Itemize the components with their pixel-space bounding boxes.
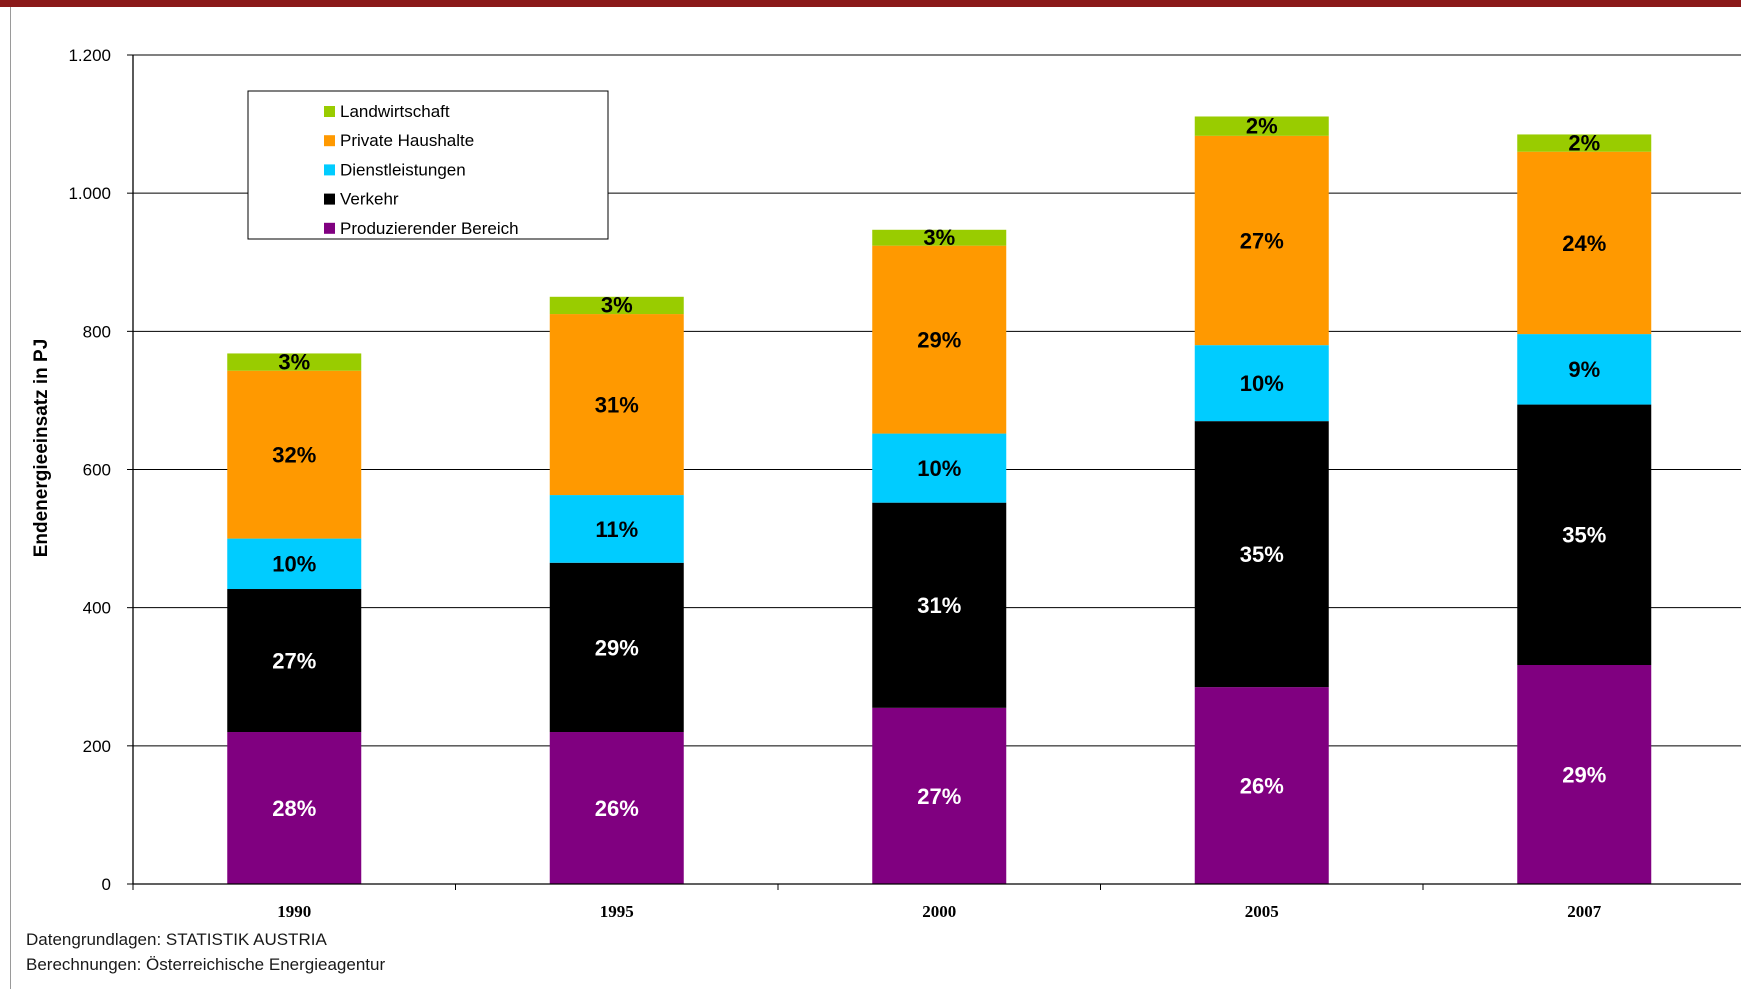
legend-swatch bbox=[324, 193, 335, 205]
bar-segment bbox=[227, 589, 362, 733]
y-tick-label: 1.000 bbox=[68, 184, 111, 203]
data-label: 2% bbox=[1246, 113, 1278, 138]
bar-segment bbox=[549, 296, 684, 315]
y-tick-label: 1.200 bbox=[68, 46, 111, 65]
bar-segment bbox=[872, 229, 1007, 246]
data-label: 26% bbox=[595, 796, 639, 821]
data-label: 2% bbox=[1568, 130, 1600, 155]
y-tick-label: 600 bbox=[83, 461, 111, 480]
data-label: 24% bbox=[1562, 231, 1606, 256]
bar-segment bbox=[872, 707, 1007, 884]
data-label: 3% bbox=[923, 225, 955, 250]
legend-label: Landwirtschaft bbox=[340, 102, 450, 121]
bar-segment bbox=[1194, 135, 1329, 346]
source-footnote: Datengrundlagen: STATISTIK AUSTRIA bbox=[26, 930, 327, 949]
bars-layer: 28% 27% 10% 32% 3% 26% 29% 11% 31% 3% 27% 31% 10% 29%… bbox=[227, 113, 1652, 884]
y-axis-title: Endenergieeinsatz in PJ bbox=[31, 339, 52, 558]
bar-segment bbox=[1517, 665, 1652, 884]
data-label: 9% bbox=[1568, 357, 1600, 382]
x-tick-label: 1990 bbox=[277, 902, 311, 921]
bar-segment bbox=[1194, 687, 1329, 884]
legend-swatch bbox=[324, 106, 335, 117]
bar-segment bbox=[1517, 151, 1652, 335]
bar-segment bbox=[1517, 334, 1652, 405]
data-label: 10% bbox=[917, 456, 961, 481]
data-label: 11% bbox=[595, 517, 638, 542]
bar-segment bbox=[1194, 421, 1329, 688]
y-tick-label: 800 bbox=[83, 322, 111, 341]
bar-segment bbox=[1517, 134, 1652, 152]
bar-segment bbox=[227, 370, 362, 539]
data-label: 29% bbox=[1562, 762, 1606, 787]
data-label: 35% bbox=[1240, 542, 1284, 567]
bar-segment bbox=[549, 495, 684, 563]
x-tick-label: 1995 bbox=[600, 902, 634, 921]
data-label: 26% bbox=[1240, 773, 1284, 798]
y-tick-label: 400 bbox=[83, 599, 111, 618]
bar-segment bbox=[549, 732, 684, 884]
legend-swatch bbox=[324, 164, 335, 176]
x-tick-label: 2005 bbox=[1245, 902, 1279, 921]
legend-label: Verkehr bbox=[340, 190, 399, 209]
calculation-footnote: Berechnungen: Österreichische Energieage… bbox=[26, 955, 386, 974]
data-label: 28% bbox=[272, 796, 316, 821]
bar-segment bbox=[227, 732, 362, 884]
legend-label: Dienstleistungen bbox=[340, 160, 466, 179]
data-label: 31% bbox=[595, 392, 639, 417]
top-border-bar bbox=[0, 0, 1741, 7]
bar-segment bbox=[1194, 345, 1329, 422]
data-label: 32% bbox=[272, 443, 316, 468]
left-border-line bbox=[10, 7, 11, 989]
bar-segment bbox=[227, 353, 362, 371]
data-label: 3% bbox=[278, 349, 310, 374]
axes-layer: 0 200 400 600 800 1.000 1.200 1990 1995 2000 2005 2… bbox=[68, 46, 1741, 921]
legend-box bbox=[247, 90, 609, 240]
data-label: 35% bbox=[1562, 523, 1606, 548]
bar-segment bbox=[872, 433, 1007, 503]
data-label: 29% bbox=[595, 635, 639, 660]
bar-segment bbox=[872, 245, 1007, 434]
bar-segment bbox=[1194, 116, 1329, 136]
y-tick-label: 200 bbox=[83, 737, 111, 756]
data-label: 31% bbox=[917, 593, 961, 618]
data-label: 27% bbox=[1240, 228, 1284, 253]
data-label: 3% bbox=[601, 293, 633, 318]
x-tick-label: 2007 bbox=[1567, 902, 1602, 921]
bar-segment bbox=[549, 562, 684, 733]
legend-swatch bbox=[324, 135, 335, 147]
data-label: 27% bbox=[272, 648, 316, 673]
legend-label: Private Haushalte bbox=[340, 131, 474, 150]
bar-segment bbox=[1517, 404, 1652, 666]
y-tick-label: 0 bbox=[102, 875, 111, 894]
bar-segment bbox=[872, 502, 1007, 708]
data-label: 29% bbox=[917, 328, 961, 353]
data-label: 10% bbox=[272, 552, 316, 577]
legend: Landwirtschaft Private Haushalte Dienstlei… bbox=[247, 90, 609, 240]
bar-segment bbox=[549, 314, 684, 496]
data-label: 27% bbox=[917, 784, 961, 809]
bar-segment bbox=[227, 538, 362, 590]
x-tick-label: 2000 bbox=[922, 902, 956, 921]
legend-label: Produzierender Bereich bbox=[340, 219, 519, 238]
data-label: 10% bbox=[1240, 371, 1284, 396]
legend-swatch bbox=[324, 222, 335, 234]
